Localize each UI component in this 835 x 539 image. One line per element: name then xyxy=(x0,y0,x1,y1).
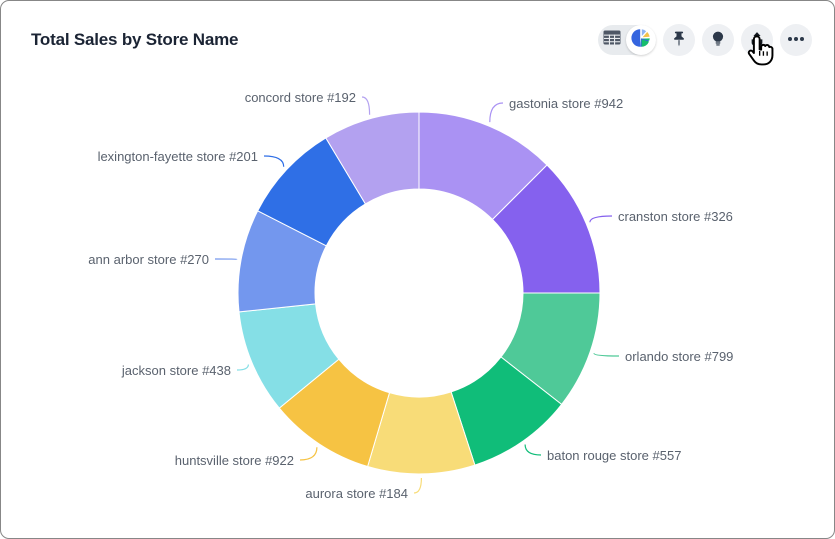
slice-label: huntsville store #922 xyxy=(175,453,294,468)
donut-slice-concord-store-192[interactable] xyxy=(325,111,420,205)
pin-button[interactable] xyxy=(663,24,695,56)
leader-line xyxy=(361,96,371,115)
leader-line xyxy=(489,102,504,123)
slice-label: concord store #192 xyxy=(245,90,356,105)
more-options-button[interactable] xyxy=(780,24,812,56)
lightbulb-icon xyxy=(708,29,728,52)
slice-label: gastonia store #942 xyxy=(509,96,623,111)
table-icon xyxy=(603,30,621,50)
insight-button[interactable] xyxy=(702,24,734,56)
slice-label: lexington-fayette store #201 xyxy=(98,149,258,164)
chart-view-option-selected[interactable] xyxy=(626,25,656,55)
leader-line xyxy=(413,477,422,494)
leader-line xyxy=(236,364,249,371)
slice-labels: gastonia store #942 cranston store #326 or… xyxy=(88,90,733,501)
leader-line xyxy=(593,352,620,357)
card-toolbar xyxy=(598,24,812,56)
leader-line xyxy=(299,447,318,461)
card-header: Total Sales by Store Name xyxy=(31,21,812,59)
slice-label: aurora store #184 xyxy=(305,486,408,501)
pin-icon xyxy=(669,29,689,52)
table-view-option[interactable] xyxy=(598,30,626,50)
slice-label: jackson store #438 xyxy=(121,363,231,378)
leader-line xyxy=(524,444,542,456)
pie-chart-icon xyxy=(631,28,651,53)
more-options-icon xyxy=(786,29,806,52)
slice-label: ann arbor store #270 xyxy=(88,252,209,267)
page-title: Total Sales by Store Name xyxy=(31,30,239,49)
leader-line xyxy=(589,215,613,223)
leader-line xyxy=(263,155,285,167)
donut-slices xyxy=(237,111,601,475)
slice-label: orlando store #799 xyxy=(625,349,733,364)
view-toggle[interactable] xyxy=(598,25,656,55)
label-leader-lines xyxy=(214,96,620,494)
slice-label: cranston store #326 xyxy=(618,209,733,224)
slice-label: baton rouge store #557 xyxy=(547,448,681,463)
